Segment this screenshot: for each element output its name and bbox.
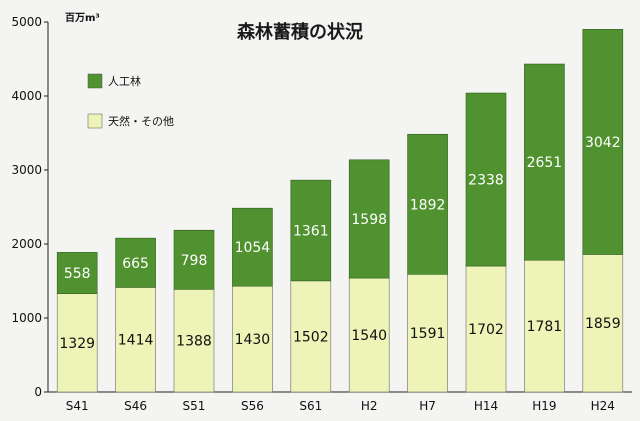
x-tick-label: S41 xyxy=(66,399,89,413)
bar-planted xyxy=(56,252,98,294)
y-tick-label: 2000 xyxy=(11,237,42,251)
bar-natural xyxy=(290,280,332,393)
legend-label-planted: 人工林 xyxy=(108,74,141,88)
y-tick-label: 0 xyxy=(34,385,42,399)
bar-natural xyxy=(56,293,98,393)
data-label-natural: 1388 xyxy=(176,334,212,350)
x-tick-label: H7 xyxy=(419,399,436,413)
bar-planted xyxy=(290,179,332,282)
data-label-planted: 1892 xyxy=(410,197,446,213)
x-tick-label: S61 xyxy=(299,399,322,413)
x-tick-label: H14 xyxy=(474,399,498,413)
bar-planted xyxy=(115,237,156,288)
bar-planted xyxy=(173,229,215,290)
data-label-natural: 1591 xyxy=(410,326,446,342)
data-label-natural: 1414 xyxy=(118,333,154,349)
x-tick-label: H2 xyxy=(361,399,378,413)
y-tick-label: 5000 xyxy=(11,15,42,29)
bar-natural xyxy=(115,287,156,393)
chart-title: 森林蓄積の状況 xyxy=(237,21,363,43)
x-tick-label: S46 xyxy=(124,399,147,413)
data-label-planted: 665 xyxy=(122,256,149,272)
data-label-planted: 558 xyxy=(64,266,91,282)
bar-planted xyxy=(348,159,390,279)
data-label-planted: 2651 xyxy=(527,155,563,171)
x-tick-label: H19 xyxy=(532,399,556,413)
data-label-natural: 1430 xyxy=(235,332,271,348)
bar-natural xyxy=(407,273,448,393)
bar-natural xyxy=(465,265,507,393)
bar-planted xyxy=(582,29,624,255)
legend-swatch-natural xyxy=(87,113,103,129)
bar-natural xyxy=(173,288,215,393)
legend-label-natural: 天然・その他 xyxy=(108,114,174,128)
data-label-natural: 1781 xyxy=(527,319,563,335)
data-label-natural: 1702 xyxy=(468,322,504,338)
bar-natural xyxy=(524,259,565,393)
data-label-planted: 3042 xyxy=(585,135,621,151)
data-label-planted: 1598 xyxy=(351,212,387,228)
bar-planted xyxy=(407,133,448,275)
data-label-planted: 1054 xyxy=(235,240,271,256)
data-label-natural: 1859 xyxy=(585,316,621,332)
bar-planted xyxy=(232,207,273,287)
legend: 人工林 天然・その他 xyxy=(87,73,174,129)
y-tick-label: 3000 xyxy=(11,163,42,177)
legend-swatch-planted xyxy=(87,73,103,89)
data-label-natural: 1540 xyxy=(351,328,387,344)
x-tick-label: S56 xyxy=(241,399,264,413)
data-label-planted: 2338 xyxy=(468,173,504,189)
x-tick-label: S51 xyxy=(183,399,206,413)
bar-natural xyxy=(582,254,624,393)
x-tick-label: H24 xyxy=(591,399,615,413)
bar-planted xyxy=(524,63,565,261)
data-label-planted: 798 xyxy=(181,253,208,269)
data-label-planted: 1361 xyxy=(293,223,329,239)
y-axis-unit-label: 百万m³ xyxy=(65,12,100,24)
data-label-natural: 1329 xyxy=(59,336,95,352)
bar-planted xyxy=(465,92,507,267)
data-label-natural: 1502 xyxy=(293,329,329,345)
bar-natural xyxy=(348,277,390,393)
y-tick-label: 4000 xyxy=(11,89,42,103)
y-tick-label: 1000 xyxy=(11,311,42,325)
